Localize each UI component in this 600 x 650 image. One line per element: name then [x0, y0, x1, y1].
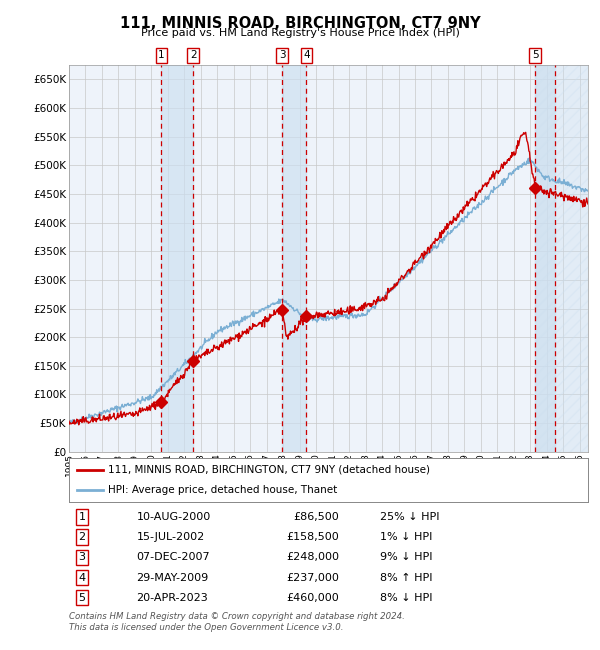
- Text: 111, MINNIS ROAD, BIRCHINGTON, CT7 9NY (detached house): 111, MINNIS ROAD, BIRCHINGTON, CT7 9NY (…: [108, 465, 430, 474]
- Text: 9% ↓ HPI: 9% ↓ HPI: [380, 552, 433, 562]
- Text: 5: 5: [532, 50, 539, 60]
- Text: £158,500: £158,500: [286, 532, 339, 542]
- Text: £237,000: £237,000: [286, 573, 339, 582]
- Text: 29-MAY-2009: 29-MAY-2009: [136, 573, 209, 582]
- Text: 25% ↓ HPI: 25% ↓ HPI: [380, 512, 440, 522]
- Text: 8% ↓ HPI: 8% ↓ HPI: [380, 593, 433, 603]
- Text: 20-APR-2023: 20-APR-2023: [136, 593, 208, 603]
- Bar: [161, 65, 193, 452]
- Text: 4: 4: [79, 573, 86, 582]
- Text: 1% ↓ HPI: 1% ↓ HPI: [380, 532, 433, 542]
- Text: £86,500: £86,500: [293, 512, 339, 522]
- Text: 1: 1: [158, 50, 165, 60]
- Bar: [535, 65, 555, 452]
- Text: HPI: Average price, detached house, Thanet: HPI: Average price, detached house, Than…: [108, 485, 337, 495]
- Text: £248,000: £248,000: [286, 552, 339, 562]
- Text: 2: 2: [79, 532, 86, 542]
- Text: 10-AUG-2000: 10-AUG-2000: [136, 512, 211, 522]
- Text: 3: 3: [279, 50, 286, 60]
- Text: 15-JUL-2002: 15-JUL-2002: [136, 532, 205, 542]
- Text: 07-DEC-2007: 07-DEC-2007: [136, 552, 210, 562]
- Text: 5: 5: [79, 593, 85, 603]
- Text: 8% ↑ HPI: 8% ↑ HPI: [380, 573, 433, 582]
- Text: 4: 4: [303, 50, 310, 60]
- Bar: [535, 65, 588, 452]
- Text: 111, MINNIS ROAD, BIRCHINGTON, CT7 9NY: 111, MINNIS ROAD, BIRCHINGTON, CT7 9NY: [119, 16, 481, 31]
- Text: Contains HM Land Registry data © Crown copyright and database right 2024.
This d: Contains HM Land Registry data © Crown c…: [69, 612, 405, 632]
- Text: £460,000: £460,000: [286, 593, 339, 603]
- Text: Price paid vs. HM Land Registry's House Price Index (HPI): Price paid vs. HM Land Registry's House …: [140, 28, 460, 38]
- Bar: [282, 65, 307, 452]
- Text: 1: 1: [79, 512, 85, 522]
- Text: 3: 3: [79, 552, 85, 562]
- Text: 2: 2: [190, 50, 197, 60]
